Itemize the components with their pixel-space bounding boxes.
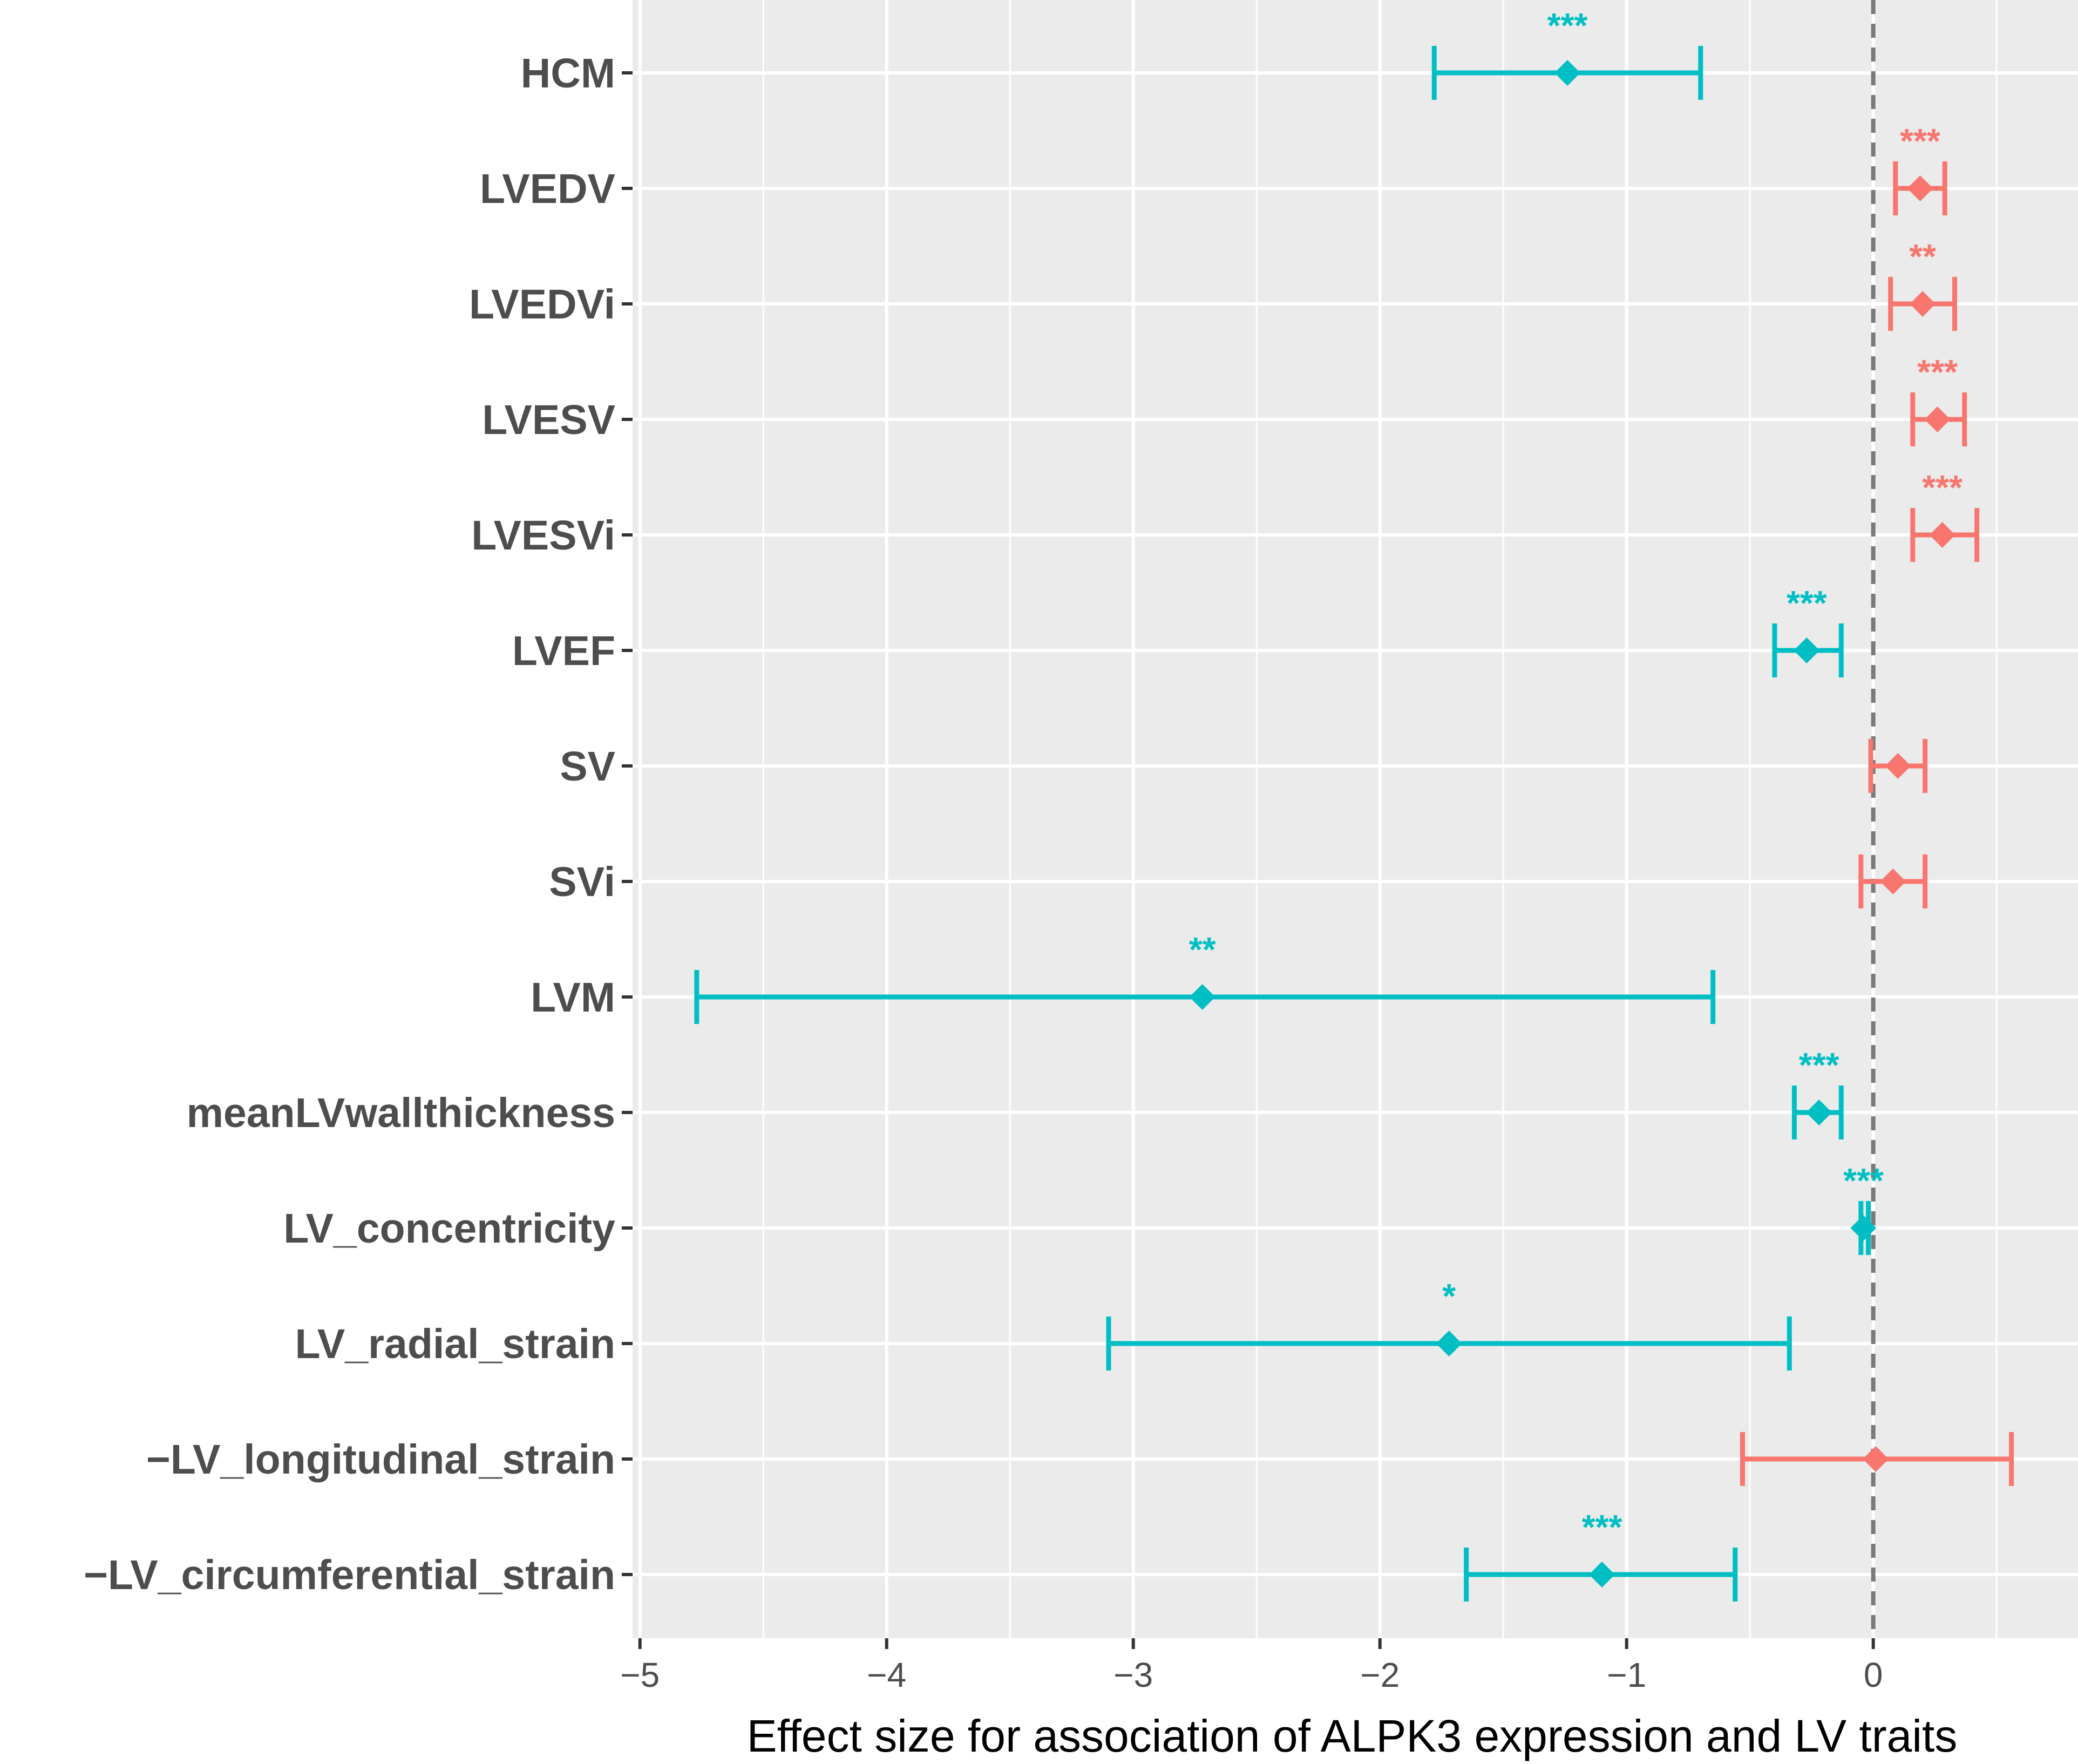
estimate-diamond xyxy=(1436,1331,1462,1356)
y-axis-label: LVEF xyxy=(512,628,615,674)
significance-label: *** xyxy=(1900,121,1940,160)
x-tick-label: −5 xyxy=(620,1656,660,1694)
plot-panel xyxy=(633,0,2078,1638)
significance-label: ** xyxy=(1189,930,1216,969)
y-axis-label: LVESVi xyxy=(471,512,615,559)
significance-label: *** xyxy=(1843,1161,1884,1200)
significance-label: *** xyxy=(1917,352,1958,391)
estimate-diamond xyxy=(1850,1215,1877,1241)
y-axis-label: −LV_circumferential_strain xyxy=(84,1552,615,1598)
significance-label: *** xyxy=(1582,1508,1622,1546)
x-axis-ticks xyxy=(638,1638,1875,1649)
significance-label: *** xyxy=(1799,1046,1839,1084)
significance-label: *** xyxy=(1922,468,1962,507)
x-tick-label: −4 xyxy=(867,1656,906,1694)
estimate-diamond xyxy=(1924,406,1951,432)
estimate-diamond xyxy=(1554,60,1581,86)
estimate-diamond xyxy=(1863,1446,1889,1472)
significance-label: *** xyxy=(1787,584,1827,622)
y-axis-ticks xyxy=(622,71,633,1576)
x-axis-labels: −5 −4 −3 −2 −1 0 xyxy=(620,1656,1883,1694)
y-axis-label: −LV_longitudinal_strain xyxy=(146,1436,615,1483)
estimate-diamond xyxy=(1588,1562,1615,1587)
significance-labels: ***************************** xyxy=(1189,6,1962,1546)
significance-label: *** xyxy=(1547,6,1588,45)
y-axis-label: LV_concentricity xyxy=(283,1205,615,1252)
y-axis-label: meanLVwallthickness xyxy=(186,1090,615,1136)
y-axis-label: HCM xyxy=(521,50,615,97)
x-axis-title: Effect size for association of ALPK3 exp… xyxy=(747,1711,1958,1761)
y-axis-label: LVEDVi xyxy=(469,281,615,328)
estimate-diamond xyxy=(1907,175,1933,201)
x-tick-label: −1 xyxy=(1607,1656,1646,1694)
significance-label: * xyxy=(1442,1277,1456,1315)
estimate-diamond xyxy=(1885,753,1911,779)
estimate-diamond xyxy=(1929,522,1955,548)
y-axis-label: LVM xyxy=(531,974,615,1021)
significance-label: ** xyxy=(1909,237,1936,276)
y-axis-label: LVESV xyxy=(482,397,615,443)
estimate-points xyxy=(1189,60,1955,1587)
y-axis-label: SV xyxy=(560,743,615,790)
y-axis-label: LVEDV xyxy=(480,166,615,212)
estimate-diamond xyxy=(1189,984,1215,1010)
y-axis-label: SVi xyxy=(549,859,615,905)
y-axis-label: LV_radial_strain xyxy=(295,1321,615,1367)
grid-minor xyxy=(762,0,1998,1638)
estimate-diamond xyxy=(1880,869,1906,894)
x-tick-label: −2 xyxy=(1360,1656,1400,1694)
y-axis-labels: HCM LVEDV LVEDVi LVESV LVESVi LVEF SV SVi LVM mea… xyxy=(84,50,615,1598)
x-tick-label: 0 xyxy=(1864,1656,1883,1694)
estimate-diamond xyxy=(1794,637,1820,663)
x-tick-label: −3 xyxy=(1113,1656,1153,1694)
estimate-diamond xyxy=(1806,1100,1832,1125)
estimate-diamond xyxy=(1910,291,1936,317)
